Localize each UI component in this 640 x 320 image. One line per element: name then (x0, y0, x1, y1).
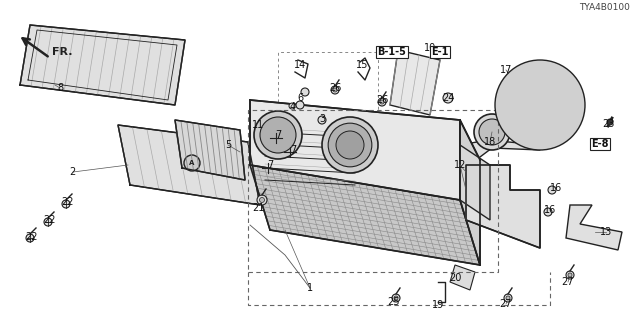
Polygon shape (20, 25, 185, 105)
Circle shape (322, 117, 378, 173)
Circle shape (380, 100, 384, 104)
Text: FR.: FR. (52, 47, 72, 57)
Circle shape (443, 93, 453, 103)
Text: 4: 4 (290, 102, 296, 112)
Text: 8: 8 (57, 83, 63, 93)
Text: 16: 16 (550, 183, 562, 193)
Polygon shape (460, 145, 490, 220)
Text: 22: 22 (44, 215, 56, 225)
Polygon shape (250, 100, 460, 200)
Circle shape (289, 103, 295, 109)
Polygon shape (175, 120, 245, 180)
Text: 2: 2 (69, 167, 75, 177)
Text: 23: 23 (602, 119, 614, 129)
Circle shape (566, 271, 574, 279)
Circle shape (259, 197, 264, 203)
Circle shape (392, 294, 400, 302)
Polygon shape (466, 165, 540, 248)
Text: 6: 6 (297, 93, 303, 103)
Text: 12: 12 (454, 160, 466, 170)
Text: 26: 26 (376, 95, 388, 105)
Text: 13: 13 (600, 227, 612, 237)
Circle shape (474, 114, 510, 150)
Text: A: A (189, 160, 195, 166)
Circle shape (301, 88, 309, 96)
Circle shape (479, 119, 505, 145)
Polygon shape (250, 165, 480, 265)
Text: 19: 19 (432, 300, 444, 310)
Text: 3: 3 (319, 114, 325, 124)
Circle shape (548, 186, 556, 194)
Circle shape (504, 294, 512, 302)
Polygon shape (460, 120, 480, 265)
Circle shape (331, 86, 339, 94)
Text: 18: 18 (484, 137, 496, 147)
Text: 5: 5 (225, 140, 231, 150)
Polygon shape (118, 125, 260, 205)
Text: 14: 14 (294, 60, 306, 70)
Circle shape (254, 111, 302, 159)
Text: 26: 26 (329, 83, 341, 93)
Circle shape (378, 98, 386, 106)
Text: 27: 27 (500, 299, 512, 309)
Circle shape (184, 155, 200, 171)
Circle shape (318, 116, 326, 124)
Text: 16: 16 (544, 205, 556, 215)
Circle shape (333, 88, 337, 92)
Text: 22: 22 (61, 197, 74, 207)
Circle shape (503, 68, 577, 142)
Text: 24: 24 (442, 93, 454, 103)
Text: 17: 17 (500, 65, 512, 75)
Circle shape (328, 123, 372, 167)
Text: TYA4B0100: TYA4B0100 (579, 3, 630, 12)
Circle shape (296, 101, 304, 109)
Circle shape (527, 92, 552, 117)
Text: 1: 1 (307, 283, 313, 293)
Text: 10: 10 (424, 43, 436, 53)
Circle shape (62, 200, 70, 208)
Circle shape (520, 85, 560, 125)
Circle shape (512, 77, 568, 133)
Text: 7: 7 (275, 130, 281, 140)
Circle shape (26, 234, 34, 242)
Text: E-1: E-1 (431, 47, 449, 57)
Circle shape (506, 296, 510, 300)
Text: 7: 7 (267, 160, 273, 170)
Circle shape (336, 131, 364, 159)
Text: 7: 7 (290, 145, 296, 155)
Text: 20: 20 (449, 273, 461, 283)
Polygon shape (460, 140, 540, 172)
Circle shape (568, 273, 572, 277)
Circle shape (607, 119, 613, 125)
Text: 9: 9 (527, 135, 533, 145)
Text: 21: 21 (252, 203, 264, 213)
Polygon shape (566, 205, 622, 250)
Circle shape (44, 218, 52, 226)
Text: 22: 22 (26, 232, 38, 242)
Text: 15: 15 (356, 60, 368, 70)
Text: 27: 27 (562, 277, 574, 287)
Polygon shape (450, 265, 475, 290)
Text: B-1-5: B-1-5 (378, 47, 406, 57)
Text: E-8: E-8 (591, 139, 609, 149)
Circle shape (257, 195, 267, 205)
Circle shape (394, 296, 398, 300)
Polygon shape (390, 50, 440, 115)
Circle shape (544, 208, 552, 216)
Circle shape (260, 117, 296, 153)
Circle shape (495, 60, 585, 150)
Text: 11: 11 (252, 120, 264, 130)
Text: 25: 25 (388, 297, 400, 307)
